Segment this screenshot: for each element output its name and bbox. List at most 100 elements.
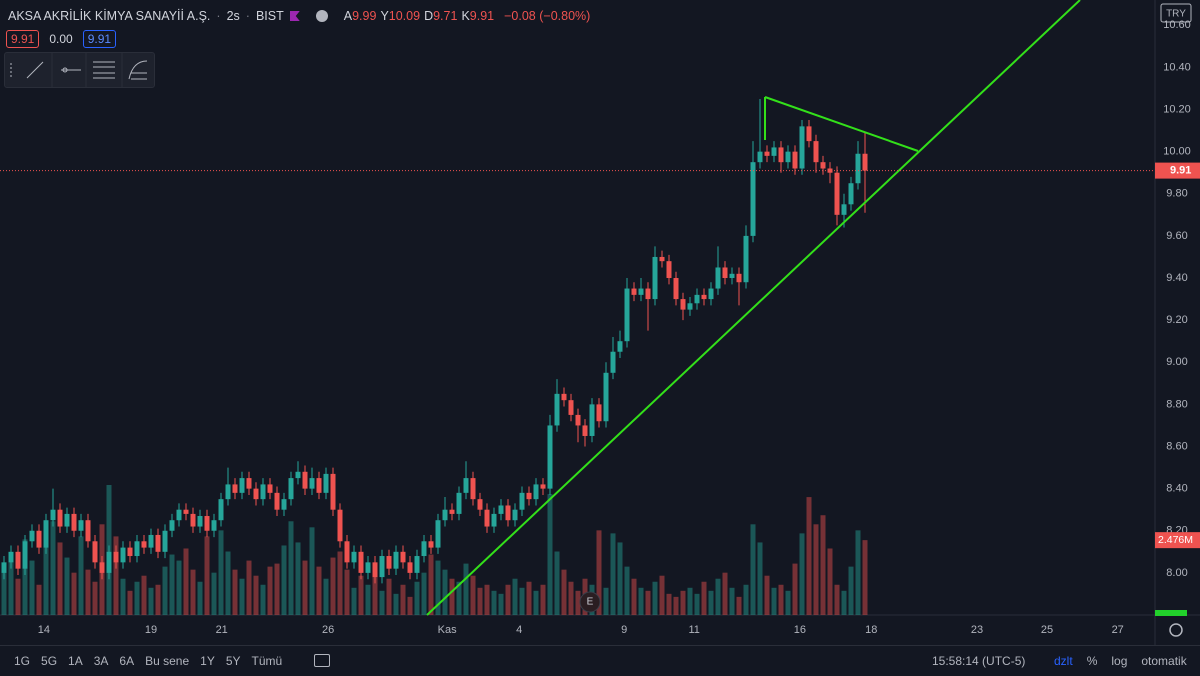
currency: TRY <box>1166 9 1186 20</box>
volume-bar <box>64 557 70 615</box>
volume-bar <box>85 569 91 615</box>
volume-bar <box>372 566 378 615</box>
range-button[interactable]: Bu sene <box>145 654 190 668</box>
currency-box[interactable] <box>1160 3 1192 23</box>
scale-option[interactable]: % <box>1086 654 1098 668</box>
candle-body <box>659 256 665 262</box>
x-tick-label: 26 <box>322 624 334 636</box>
earnings-letter: E <box>587 597 594 608</box>
candle-body <box>701 294 707 300</box>
volume-bar <box>862 540 868 615</box>
hide-button[interactable] <box>315 10 328 22</box>
candle-body <box>1 562 7 573</box>
axis-marker <box>1155 610 1187 616</box>
change: −0.08 (−0.80%) <box>504 9 591 23</box>
volume-bar <box>288 521 294 615</box>
volume-bar <box>792 563 798 615</box>
candle-body <box>624 288 630 342</box>
candle-body <box>694 294 700 304</box>
range-button[interactable]: 3A <box>93 654 109 668</box>
volume-bar <box>239 578 245 615</box>
candle-body <box>197 516 203 527</box>
bid[interactable]: 9.91 <box>6 30 40 48</box>
x-tick-label: 18 <box>865 624 877 636</box>
candle-body <box>379 556 385 578</box>
ohlc-key: K <box>461 9 470 23</box>
candle-body <box>631 288 637 295</box>
volume-bar <box>764 575 770 615</box>
candle-body <box>743 235 749 283</box>
candle-body <box>617 341 623 352</box>
candle-body <box>78 520 84 531</box>
volume-bar <box>8 554 14 615</box>
toolbar-icons[interactable] <box>5 53 154 87</box>
candle-body <box>204 516 210 531</box>
volume-bar <box>540 584 546 615</box>
volume-bar <box>295 542 301 615</box>
candle-body <box>330 473 336 510</box>
earnings-marker[interactable] <box>579 591 601 613</box>
x-tick-label: 19 <box>145 624 157 636</box>
ohlc-value: 10.09 <box>388 9 421 23</box>
candle-body <box>71 513 77 531</box>
range-button[interactable]: 5G <box>41 654 58 668</box>
scale-option[interactable]: otomatik <box>1141 654 1187 668</box>
range-button[interactable]: Tümü <box>251 654 283 668</box>
volume-bar <box>498 593 504 615</box>
range-button[interactable]: 5Y <box>225 654 241 668</box>
support-trendline[interactable] <box>426 0 1081 616</box>
volume-bar <box>729 587 735 615</box>
volume-bar <box>29 560 35 615</box>
volume-bar <box>841 590 847 615</box>
drawing-toolbar <box>4 52 155 88</box>
volume-bar <box>547 494 553 615</box>
volume-bar <box>281 545 287 615</box>
volume-bar <box>617 542 623 615</box>
volume-bar <box>652 581 658 615</box>
candle-body <box>246 478 252 489</box>
candle-body <box>512 509 518 521</box>
volume-bar <box>1 566 7 615</box>
ohlc-value: 9.99 <box>352 9 377 23</box>
volume-bar <box>855 530 861 615</box>
volume-bar <box>183 548 189 615</box>
range-button[interactable]: 1A <box>68 654 83 668</box>
y-tick-label: 10.40 <box>1163 61 1191 73</box>
volume-bar <box>414 581 420 615</box>
ask[interactable]: 9.91 <box>82 30 117 48</box>
candle-body <box>365 562 371 573</box>
candle-body <box>400 551 406 563</box>
volume-bar <box>820 515 826 615</box>
x-tick-label: 4 <box>516 624 522 636</box>
candle-body <box>393 551 399 569</box>
resistance-trendline[interactable] <box>764 96 919 152</box>
scale-option[interactable]: dzlt <box>1054 654 1073 668</box>
date-range-icon[interactable] <box>314 654 330 667</box>
volume-bar <box>596 530 602 615</box>
x-tick-label: 23 <box>971 624 983 636</box>
candle-body <box>554 393 560 426</box>
volume-bar <box>309 527 315 615</box>
scale-option[interactable]: log <box>1111 654 1128 668</box>
range-button[interactable]: 1Y <box>200 654 215 668</box>
volume-bar <box>526 581 532 615</box>
candle-body <box>281 499 287 510</box>
volume-bar <box>428 554 434 615</box>
candle-body <box>141 541 147 548</box>
volume-bar <box>477 587 483 615</box>
candle-body <box>57 509 63 527</box>
settings-icon[interactable] <box>1169 623 1183 637</box>
volume-bar <box>512 578 518 615</box>
flag[interactable] <box>289 11 300 21</box>
range-buttons: 1G 5G 1A 3A 6A Bu sene 1Y 5Y Tümü <box>14 654 282 668</box>
range-button[interactable]: 6A <box>119 654 135 668</box>
volume-bar <box>197 581 203 615</box>
last-price-label: 9.91 <box>1170 165 1191 177</box>
candle-body <box>323 473 329 493</box>
volume-bar <box>435 560 441 615</box>
candle-body <box>22 541 28 569</box>
volume-bar <box>267 566 273 615</box>
volume-bar <box>666 593 672 615</box>
range-button[interactable]: 1G <box>14 654 31 668</box>
volume-bar <box>491 590 497 615</box>
